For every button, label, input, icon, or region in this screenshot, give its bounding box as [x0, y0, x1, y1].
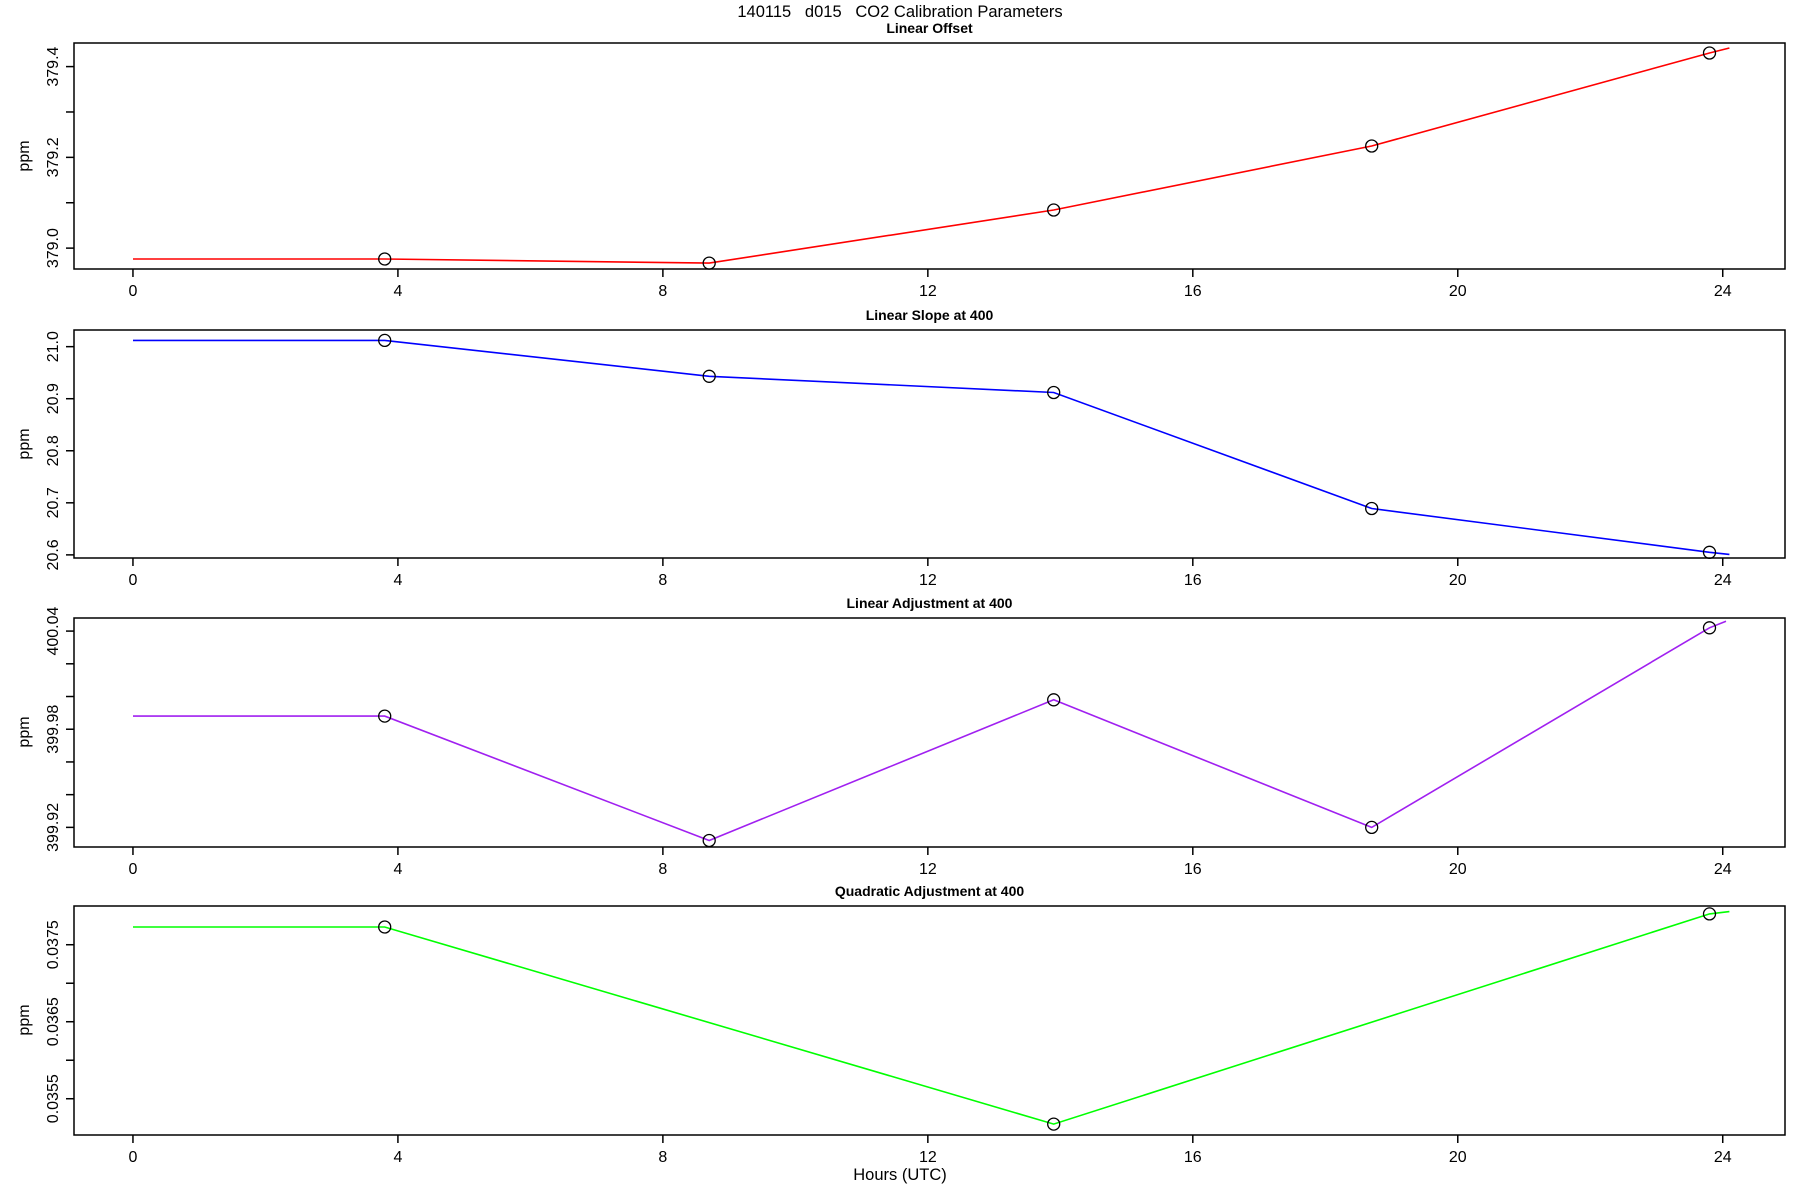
data-point: [1365, 501, 1379, 516]
x-tick-label: 4: [393, 1149, 402, 1166]
x-tick-label: 8: [658, 861, 667, 878]
x-tick-label: 20: [1449, 283, 1467, 300]
data-point: [702, 833, 716, 848]
x-tick-label: 12: [919, 1149, 937, 1166]
x-tick-label: 0: [129, 572, 138, 589]
x-tick-label: 0: [129, 283, 138, 300]
x-tick-label: 20: [1449, 861, 1467, 878]
x-tick-label: 0: [129, 861, 138, 878]
plot-border: [73, 905, 1786, 1136]
data-point: [1047, 693, 1061, 707]
panel-linear-offset: 0 4 8 12 16 20 24 379.0 379.2 379.4: [45, 42, 1786, 300]
x-tick-label: 24: [1714, 572, 1732, 589]
panel-title-quadratic-adjustment: Quadratic Adjustment at 400: [834, 883, 1025, 899]
x-tick-label: 4: [393, 861, 402, 878]
x-tick-label: 8: [658, 1149, 667, 1166]
data-point: [1047, 203, 1061, 217]
x-tick-label: 0: [129, 1149, 138, 1166]
data-point: [1702, 545, 1717, 559]
panel-linear-adjustment-at-400: 0 4 8 12 16 20 24 399.92 399.98 400.04: [45, 607, 1786, 878]
x-tick-label: 16: [1184, 283, 1202, 300]
panel-linear-slope-at-400: 0 4 8 12 16 20 24 20.6 20.7 20.8 20.9 21.0: [45, 329, 1786, 589]
y-tick-label: 0.0365: [45, 997, 62, 1046]
y-tick-label: 0.0375: [45, 920, 62, 969]
plot-border: [73, 42, 1786, 270]
data-point: [378, 252, 392, 266]
page-title: 140115 d015 CO2 Calibration Parameters: [737, 3, 1063, 21]
x-tick-label: 16: [1184, 572, 1202, 589]
y-tick-label: 0.0355: [45, 1074, 62, 1123]
y-tick-label: 379.0: [45, 228, 62, 268]
y-tick-label: 20.8: [45, 435, 62, 466]
series-line: [133, 47, 1730, 264]
y-tick-label: 21.0: [45, 331, 62, 362]
x-tick-label: 12: [919, 861, 937, 878]
x-tick-label: 20: [1449, 572, 1467, 589]
plot-border: [73, 329, 1786, 559]
data-point: [1365, 820, 1379, 835]
data-point: [378, 709, 392, 723]
y-tick-label: 400.04: [45, 607, 62, 656]
y-tick-label: 20.7: [45, 487, 62, 518]
x-tick-label: 24: [1714, 861, 1732, 878]
panel-title-linear-slope: Linear Slope at 400: [865, 307, 994, 323]
x-tick-label: 8: [658, 283, 667, 300]
data-point: [702, 369, 716, 383]
panel-title-linear-adjustment: Linear Adjustment at 400: [846, 595, 1013, 611]
x-tick-label: 16: [1184, 1149, 1202, 1166]
y-tick-label: 379.2: [45, 137, 62, 177]
x-tick-label: 16: [1184, 861, 1202, 878]
data-point: [1047, 1117, 1061, 1131]
data-point: [1702, 907, 1717, 921]
x-tick-label: 20: [1449, 1149, 1467, 1166]
data-point: [1365, 139, 1379, 153]
x-tick-label: 12: [919, 572, 937, 589]
data-point: [702, 256, 716, 270]
series-line: [133, 910, 1730, 1125]
x-axis-label: Hours (UTC): [853, 1166, 947, 1184]
x-tick-label: 24: [1714, 1149, 1732, 1166]
data-point: [1047, 385, 1061, 400]
y-tick-label: 399.98: [45, 705, 62, 754]
x-tick-label: 4: [393, 283, 402, 300]
x-tick-label: 8: [658, 572, 667, 589]
y-tick-label: 20.6: [45, 539, 62, 570]
y-tick-label: 379.4: [45, 46, 62, 86]
plot-border: [73, 617, 1786, 848]
data-point: [378, 920, 392, 934]
y-tick-label: 399.92: [45, 803, 62, 852]
panel-title-linear-offset: Linear Offset: [886, 20, 973, 36]
series-line: [133, 339, 1730, 556]
x-tick-label: 12: [919, 283, 937, 300]
data-point: [1702, 621, 1717, 635]
x-tick-label: 4: [393, 572, 402, 589]
x-tick-label: 24: [1714, 283, 1732, 300]
data-point: [1702, 46, 1717, 60]
data-point: [378, 333, 392, 348]
panel-quadratic-adjustment-at-400: 0 4 8 12 16 20 24 0.0355 0.0365 0.0375: [45, 905, 1786, 1166]
y-tick-label: 20.9: [45, 383, 62, 414]
series-line: [133, 620, 1727, 842]
